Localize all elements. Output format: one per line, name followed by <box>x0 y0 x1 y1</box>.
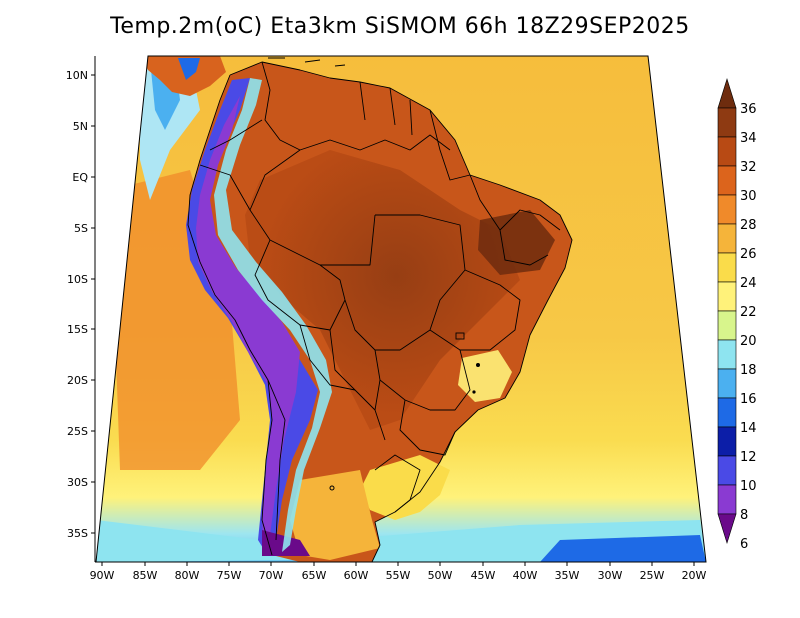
map-title: Temp.2m(oC) Eta3km SiSMOM 66h 18Z29SEP20… <box>110 14 690 39</box>
colombia-venezuela-border <box>209 61 301 151</box>
lon-label: 25W <box>640 569 665 582</box>
brazil-states-1 <box>375 214 466 351</box>
lat-label: 5N <box>73 120 88 133</box>
lon-label: 40W <box>513 569 538 582</box>
lat-label: 5S <box>74 222 88 235</box>
lon-label: 55W <box>386 569 411 582</box>
city-marker <box>329 485 335 491</box>
colorbar-swatch <box>717 194 737 225</box>
colorbar-swatch <box>717 484 737 515</box>
colorbar-swatch <box>717 281 737 312</box>
colorbar-swatch <box>717 165 737 196</box>
lon-label: 80W <box>175 569 200 582</box>
lat-label: 10N <box>66 69 88 82</box>
brazil-states-7 <box>429 109 501 231</box>
lon-label: 85W <box>133 569 158 582</box>
central-america <box>140 56 226 96</box>
colorbar-label: 22 <box>740 305 757 320</box>
paraguay-border <box>329 329 376 411</box>
colorbar-label: 28 <box>740 218 757 233</box>
colorbar-label: 24 <box>740 276 757 291</box>
lon-label: 30W <box>598 569 623 582</box>
borders <box>187 57 573 562</box>
lon-label: 75W <box>217 569 242 582</box>
colorbar-label: 32 <box>740 160 757 175</box>
colorbar-label: 26 <box>740 247 757 262</box>
coastline <box>229 61 573 562</box>
lon-label: 45W <box>471 569 496 582</box>
lon-label: 65W <box>302 569 327 582</box>
lake-marker <box>455 332 465 340</box>
lon-label: 90W <box>90 569 115 582</box>
colorbar-label: 16 <box>740 392 757 407</box>
brazil-states-4 <box>379 349 471 411</box>
south-cold-band-2 <box>540 535 706 562</box>
lon-label: 35W <box>555 569 580 582</box>
city-marker <box>476 363 480 367</box>
city-marker <box>472 390 476 394</box>
lat-label: 25S <box>67 425 88 438</box>
chile-argentina-border <box>267 379 286 541</box>
colorbar-label: 20 <box>740 334 757 349</box>
colorbar: 36 34 32 30 28 26 24 22 20 18 16 14 12 10 8 6 <box>717 77 757 552</box>
colorbar-swatch <box>717 397 737 428</box>
brazil-states-6 <box>499 209 561 266</box>
lat-label: EQ <box>72 171 88 184</box>
colorbar-swatch <box>717 252 737 283</box>
argentina-border <box>299 324 356 391</box>
uruguay-border <box>374 454 421 513</box>
lat-label: 30S <box>67 476 88 489</box>
southern-brazil-cool <box>360 455 450 520</box>
brazil-border-north <box>299 134 451 151</box>
west-coastline <box>187 74 273 556</box>
colorbar-swatch <box>717 339 737 370</box>
colorbar-label: 18 <box>740 363 757 378</box>
colorbar-label: 6 <box>740 537 748 552</box>
colorbar-swatch <box>717 310 737 341</box>
andes-colder <box>196 96 300 552</box>
lat-label: 15S <box>67 323 88 336</box>
bolivia-border <box>254 239 346 331</box>
amazon-hot-core <box>245 150 520 430</box>
colorbar-swatch <box>717 455 737 486</box>
colorbar-label: 14 <box>740 421 757 436</box>
lon-label: 50W <box>428 569 453 582</box>
colorbar-swatch <box>717 223 737 254</box>
lon-label: 60W <box>344 569 369 582</box>
lat-label: 20S <box>67 374 88 387</box>
colorbar-label: 30 <box>740 189 757 204</box>
lat-axis: 10N 5N EQ 5S 10S 15S 20S 25S 30S 35S <box>66 69 95 540</box>
colorbar-label: 34 <box>740 131 757 146</box>
brazil-states-5 <box>399 399 456 456</box>
colorbar-swatch <box>717 513 737 545</box>
caribbean-islands <box>268 57 346 67</box>
colorbar-label: 8 <box>740 508 748 523</box>
guianas-borders <box>359 81 413 136</box>
lon-label: 70W <box>259 569 284 582</box>
ecuador-peru-border <box>199 164 251 211</box>
colorbar-label: 12 <box>740 450 757 465</box>
colorbar-label: 36 <box>740 102 757 117</box>
colorbar-swatch <box>717 426 737 457</box>
map-domain <box>96 56 706 562</box>
lat-label: 10S <box>67 273 88 286</box>
central-america-cold <box>178 58 200 80</box>
brazil-states-2 <box>320 214 376 266</box>
colorbar-swatch <box>717 368 737 399</box>
lat-label: 35S <box>67 527 88 540</box>
colorbar-swatch <box>717 107 737 138</box>
colorbar-label: 10 <box>740 479 757 494</box>
colorbar-swatch <box>717 136 737 167</box>
lon-label: 20W <box>682 569 707 582</box>
colorbar-swatch <box>717 77 737 109</box>
south-atlantic-cold <box>96 520 300 562</box>
lon-axis: 90W 85W 80W 75W 70W 65W 60W 55W 50W 45W … <box>90 562 707 582</box>
minas-cool-patch <box>458 350 512 402</box>
pampas-warm <box>290 470 380 560</box>
